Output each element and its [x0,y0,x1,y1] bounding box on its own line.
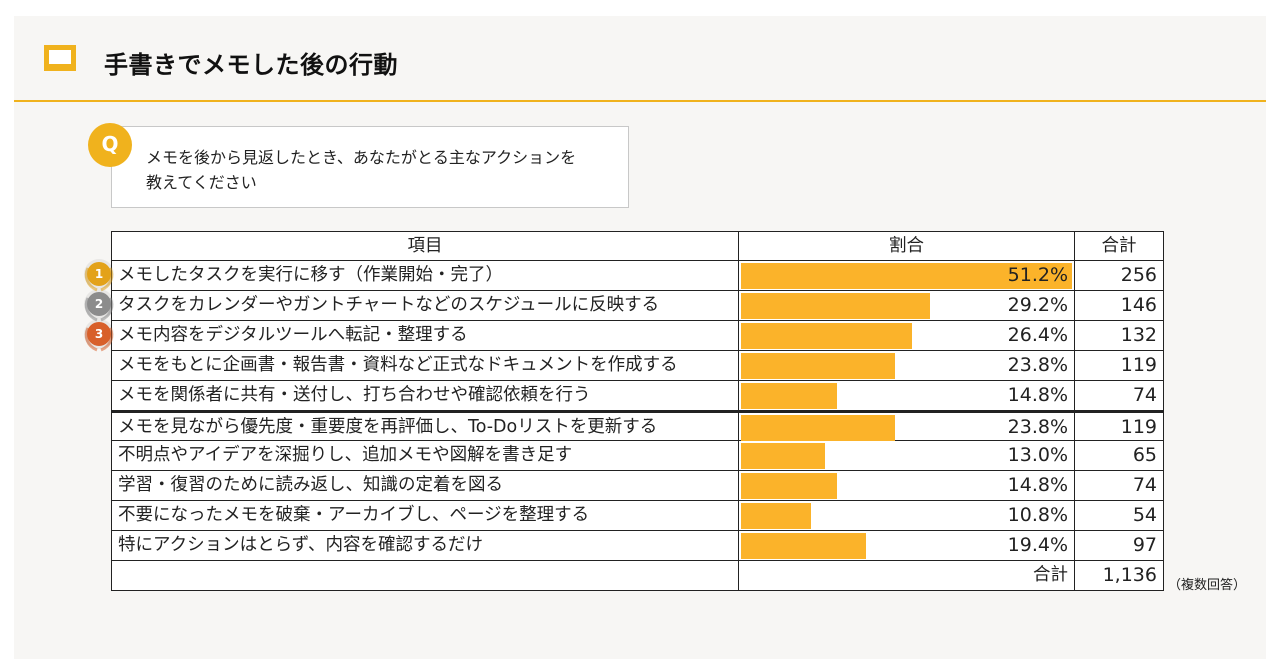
ratio-value: 23.8% [1007,354,1068,376]
ratio-bar [741,323,912,349]
sum-label-cell: 合計 [739,561,1075,591]
count-value: 54 [1075,501,1164,531]
ratio-bar [741,383,837,409]
ratio-cell: 19.4% [739,531,1075,561]
ratio-bar [741,443,825,469]
ratio-cell: 14.8% [739,471,1075,501]
item-label: 特にアクションはとらず、内容を確認するだけ [111,531,739,561]
rank-medal-icon: 3 [87,322,111,346]
count-value: 119 [1075,411,1164,441]
item-label: 不明点やアイデアを深掘りし、追加メモや図解を書き足す [111,441,739,471]
ratio-value: 29.2% [1007,294,1068,316]
sum-value: 1,136 [1075,561,1164,591]
item-label: メモを見ながら優先度・重要度を再評価し、To-Doリストを更新する [111,411,739,441]
item-label: メモしたタスクを実行に移す（作業開始・完了） [111,261,739,291]
ratio-bar [741,503,811,529]
ratio-cell: 26.4% [739,321,1075,351]
header-ratio: 割合 [739,231,1075,261]
item-label: タスクをカレンダーやガントチャートなどのスケジュールに反映する [111,291,739,321]
question-box [111,126,629,208]
ratio-value: 10.8% [1007,504,1068,526]
rank-medal-icon: 2 [87,292,111,316]
header-total: 合計 [1075,231,1164,261]
sum-empty-cell [111,561,739,591]
page-title: 手書きでメモした後の行動 [104,51,398,79]
item-label: メモ内容をデジタルツールへ転記・整理する [111,321,739,351]
count-value: 97 [1075,531,1164,561]
ratio-cell: 23.8% [739,351,1075,381]
item-label: メモを関係者に共有・送付し、打ち合わせや確認依頼を行う [111,381,739,411]
item-label: メモをもとに企画書・報告書・資料など正式なドキュメントを作成する [111,351,739,381]
ratio-value: 26.4% [1007,324,1068,346]
question-badge: Q [88,123,132,167]
ratio-cell: 10.8% [739,501,1075,531]
ratio-value: 13.0% [1007,444,1068,466]
item-label: 学習・復習のために読み返し、知識の定着を図る [111,471,739,501]
count-value: 74 [1075,471,1164,501]
multiple-answer-note: （複数回答） [1168,578,1247,593]
item-label: 不要になったメモを破棄・アーカイブし、ページを整理する [111,501,739,531]
header-item: 項目 [111,231,739,261]
ratio-cell: 23.8% [739,411,1075,441]
ratio-bar [741,533,866,559]
sum-label: 合計 [1033,565,1068,585]
ratio-cell: 14.8% [739,381,1075,411]
ratio-cell: 51.2% [739,261,1075,291]
ratio-value: 14.8% [1007,384,1068,406]
count-value: 74 [1075,381,1164,411]
question-text: メモを後から見返したとき、あなたがとる主なアクションを 教えてください [146,148,577,192]
ratio-cell: 29.2% [739,291,1075,321]
ratio-value: 19.4% [1007,534,1068,556]
ratio-value: 14.8% [1007,474,1068,496]
count-value: 146 [1075,291,1164,321]
count-value: 256 [1075,261,1164,291]
notebook-icon [44,45,76,71]
rank-medal-icon: 1 [87,262,111,286]
count-value: 119 [1075,351,1164,381]
ratio-value: 51.2% [1007,264,1068,286]
header: 手書きでメモした後の行動 [14,16,1266,102]
ratio-bar [741,293,930,319]
count-value: 65 [1075,441,1164,471]
ratio-cell: 13.0% [739,441,1075,471]
ratio-bar [741,473,837,499]
ratio-bar [741,415,895,441]
ratio-value: 23.8% [1007,416,1068,438]
count-value: 132 [1075,321,1164,351]
ratio-bar [741,353,895,379]
ratio-bar [741,263,1072,289]
